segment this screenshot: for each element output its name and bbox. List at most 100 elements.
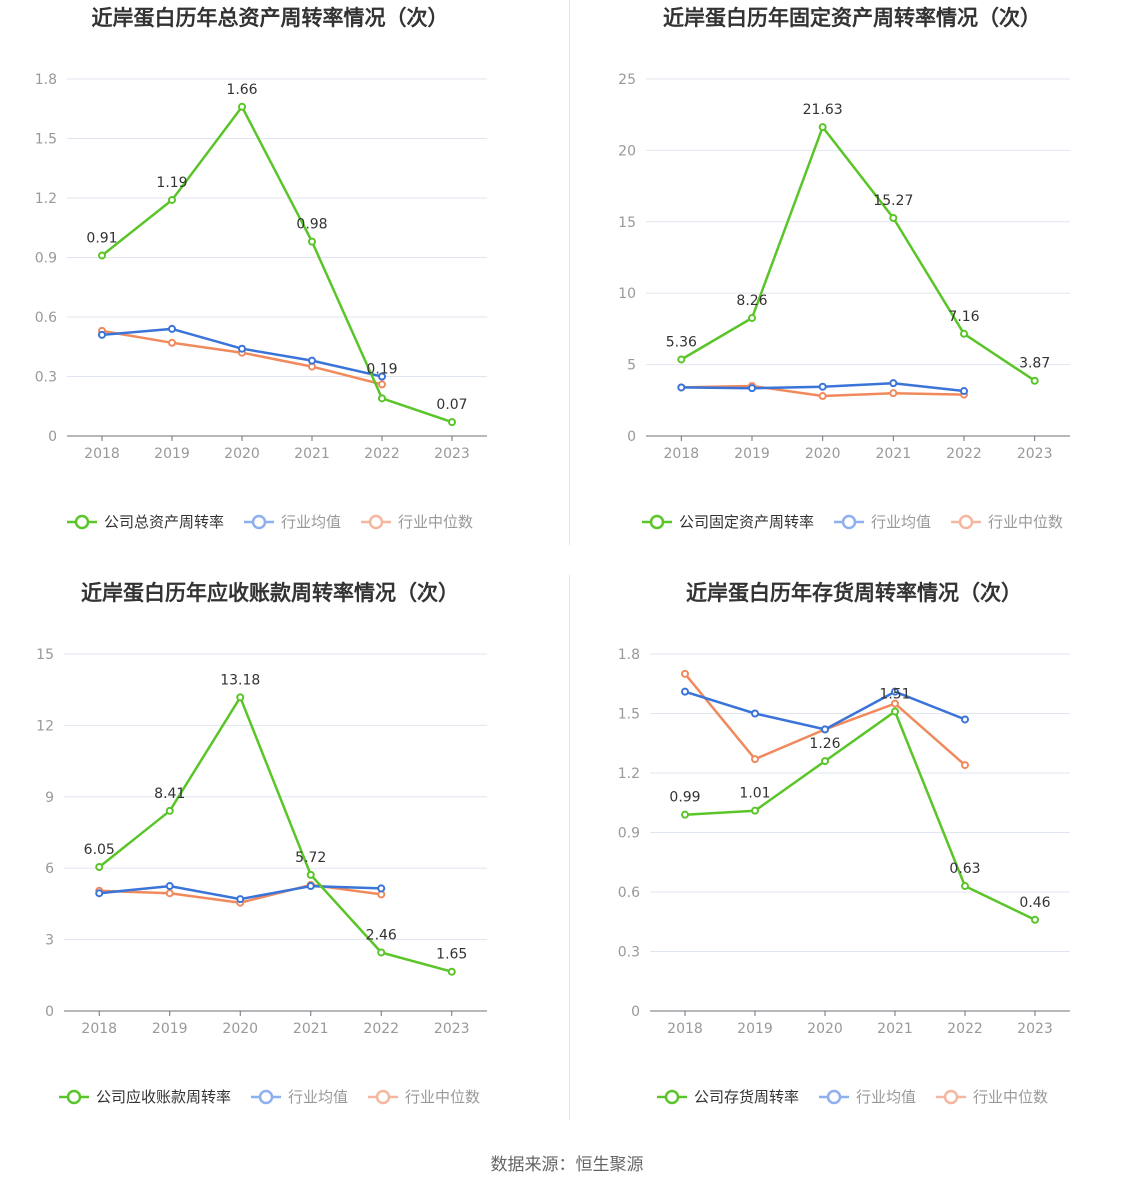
data-point [821,757,829,766]
data-point [889,389,898,398]
data-point [821,725,829,734]
x-tick-label: 2023 [1017,1021,1053,1037]
y-tick-label: 0.9 [618,826,640,842]
data-label: 0.07 [436,397,467,413]
data-point [961,761,969,770]
data-point [751,709,759,718]
y-tick-label: 0 [48,429,57,445]
data-point [889,213,898,222]
data-label: 1.51 [879,687,910,703]
legend-label: 公司总资产周转率 [104,513,224,531]
data-point [751,806,759,815]
x-tick-label: 2023 [434,1021,470,1037]
data-point [1031,915,1039,924]
legend-item: 行业均值 [251,1088,348,1106]
data-point [378,372,386,381]
legend-marker [649,514,665,530]
x-tick-label: 2019 [737,1021,773,1037]
legend-item: 公司总资产周转率 [67,513,224,531]
data-point [306,870,315,879]
data-point [95,863,104,872]
x-tick-label: 2021 [876,446,912,462]
data-point [748,314,756,323]
y-tick-label: 0 [45,1004,54,1020]
data-point [377,948,386,957]
vertical-divider-bottom [569,575,570,1120]
data-point [677,355,686,364]
x-tick-label: 2021 [293,1021,329,1037]
y-tick-label: 1.2 [618,766,640,782]
data-label: 7.16 [948,309,979,325]
data-label: 0.99 [669,790,700,806]
legend-item: 行业中位数 [361,513,473,531]
legend-marker [375,1089,391,1105]
legend-item: 行业中位数 [951,513,1063,531]
data-point [95,889,104,898]
legend-item: 行业中位数 [368,1088,480,1106]
data-point [377,884,386,893]
x-tick-label: 2018 [667,1021,703,1037]
data-point [236,693,245,702]
data-point [447,967,456,976]
data-label: 0.46 [1019,895,1050,911]
y-tick-label: 1.2 [35,191,57,207]
chart-title: 近岸蛋白历年固定资产周转率情况（次） [663,6,1041,30]
chart-total-asset-turnover: 近岸蛋白历年总资产周转率情况（次） 0 0.3 0.6 0.9 1.2 1.5 1.8 2018… [0,0,567,545]
legend-marker [258,1089,274,1105]
y-tick-label: 1.8 [618,647,640,663]
legend-item: 行业均值 [819,1088,916,1106]
data-label: 1.26 [809,736,840,752]
data-point [448,418,456,427]
x-tick-label: 2018 [84,446,120,462]
data-point [238,102,246,111]
chart-svg: 近岸蛋白历年存货周转率情况（次） 0 0.3 0.6 0.9 1.2 1.5 1.8 2018 2… [618,581,1070,1106]
x-tick-label: 2020 [805,446,841,462]
data-point [818,392,827,401]
legend-label: 行业中位数 [398,513,473,531]
y-tick-label: 12 [36,718,54,734]
y-tick-label: 15 [36,647,54,663]
y-tick-label: 9 [45,790,54,806]
y-tick-label: 0 [631,1004,640,1020]
y-tick-label: 6 [45,861,54,877]
series-line [101,105,453,424]
data-label: 2.46 [366,927,397,943]
data-label: 1.65 [436,947,467,963]
data-point [751,755,759,764]
data-label: 0.19 [366,361,397,377]
y-tick-label: 0.6 [35,310,57,326]
data-point [98,251,106,260]
data-point [818,123,827,132]
legend-marker [826,1089,842,1105]
legend-marker [368,514,384,530]
data-source-note: 数据来源：恒生聚源 [490,1155,644,1175]
chart-inventory-turnover: 近岸蛋白历年存货周转率情况（次） 0 0.3 0.6 0.9 1.2 1.5 1.8 2018 2… [570,575,1134,1120]
data-label: 0.98 [296,217,327,233]
y-tick-label: 0.3 [618,945,640,961]
legend-marker [74,514,90,530]
y-tick-label: 1.5 [618,707,640,723]
legend-label: 行业均值 [288,1088,348,1106]
chart-title: 近岸蛋白历年应收账款周转率情况（次） [81,581,459,605]
x-tick-label: 2020 [224,446,260,462]
data-label: 3.87 [1019,356,1050,372]
x-tick-label: 2018 [81,1021,117,1037]
data-label: 5.36 [666,334,697,350]
data-label: 13.18 [220,672,260,688]
data-point [889,379,898,388]
data-label: 0.91 [86,231,117,247]
x-tick-label: 2023 [1017,446,1053,462]
y-tick-label: 1.8 [35,72,57,88]
data-point [308,237,316,246]
x-tick-label: 2023 [434,446,470,462]
data-label: 1.66 [226,82,257,98]
legend-marker [251,514,267,530]
data-point [306,882,315,891]
vertical-divider-top [569,0,570,545]
series-line [684,710,1036,921]
chart-title: 近岸蛋白历年存货周转率情况（次） [686,581,1022,605]
x-tick-label: 2022 [946,446,982,462]
legend-item: 行业中位数 [936,1088,1048,1106]
legend-item: 公司固定资产周转率 [642,513,814,531]
y-tick-label: 15 [618,215,636,231]
